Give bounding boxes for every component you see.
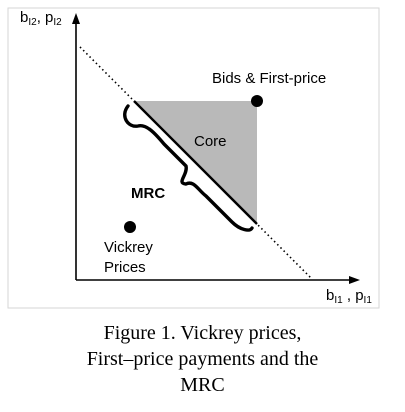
core-label: Core [194, 133, 227, 150]
mrc-segment [133, 100, 258, 225]
dotted-line [79, 46, 313, 280]
mrc-label: MRC [131, 185, 165, 202]
vickrey-label-line2: Prices [104, 259, 146, 276]
caption-line-1: Figure 1. Vickrey prices, [103, 322, 302, 344]
figure-caption: Figure 1. Vickrey prices, First–price pa… [0, 320, 405, 398]
mrc-brace [123, 104, 254, 232]
y-axis-arrowhead [72, 13, 80, 24]
bids-point [251, 95, 263, 107]
frame-border [7, 7, 380, 309]
bids-label: Bids & First-price [212, 70, 326, 87]
caption-line-2: First–price payments and the [86, 348, 319, 370]
x-axis-label: bI1 , pI1 [326, 287, 372, 306]
caption-line-3: MRC [180, 374, 225, 396]
y-axis-label: bI2, pI2 [20, 9, 62, 28]
vickrey-label-line1: Vickrey [104, 239, 153, 256]
vickrey-point [124, 221, 136, 233]
x-axis-arrowhead [349, 276, 360, 284]
